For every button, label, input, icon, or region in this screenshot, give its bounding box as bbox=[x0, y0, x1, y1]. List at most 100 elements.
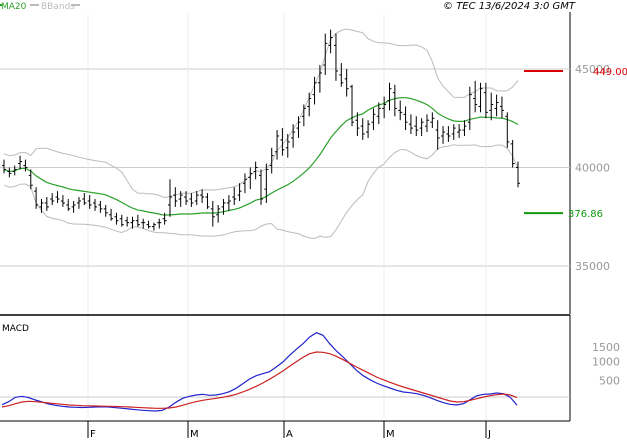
resistance-label: 449.00 bbox=[593, 67, 627, 78]
ohlc-bar bbox=[157, 218, 162, 229]
ohlc-bar bbox=[2, 159, 6, 174]
ohlc-bar bbox=[55, 191, 60, 203]
ohlc-bar bbox=[205, 193, 210, 209]
ohlc-bar bbox=[189, 193, 194, 207]
ohlc-bar bbox=[285, 134, 290, 158]
macd-title: MACD bbox=[2, 324, 29, 334]
ohlc-bar bbox=[457, 124, 462, 138]
ohlc-bar bbox=[366, 120, 371, 138]
ohlc-bar bbox=[312, 76, 317, 105]
ohlc-bar bbox=[307, 92, 312, 117]
ohlc-bar bbox=[76, 197, 81, 209]
ohlc-bar bbox=[323, 33, 328, 75]
ohlc-bar bbox=[60, 195, 65, 207]
ohlc-bar bbox=[130, 216, 135, 229]
ma20-legend-label: MA20 bbox=[1, 2, 27, 12]
ohlc-bar bbox=[269, 147, 274, 174]
ohlc-bar bbox=[446, 126, 451, 142]
ohlc-bar bbox=[184, 191, 189, 205]
month-label: F bbox=[90, 429, 96, 440]
ohlc-bar bbox=[103, 204, 108, 217]
ohlc-bar bbox=[483, 82, 488, 119]
ohlc-bar bbox=[167, 179, 172, 217]
copyright-text: © TEC 13/6/2024 3:0 GMT bbox=[443, 1, 576, 12]
price-axis-labels: 35000 40000 45000 bbox=[575, 63, 610, 273]
ohlc-bar bbox=[82, 193, 87, 205]
ohlc-bar bbox=[462, 120, 467, 136]
ohlc-bar bbox=[510, 139, 515, 168]
ohlc-bar bbox=[451, 124, 456, 140]
ohlc-bar bbox=[200, 189, 205, 203]
macd-signal-line bbox=[1, 351, 518, 409]
macd-axis-label: 500 bbox=[599, 374, 620, 387]
ohlc-bar bbox=[162, 212, 167, 225]
ohlc-bar bbox=[489, 92, 494, 121]
support-label: 376.86 bbox=[568, 209, 603, 220]
ohlc-bar bbox=[194, 191, 199, 205]
price-axis-label: 40000 bbox=[575, 162, 610, 175]
ohlc-bar bbox=[414, 116, 419, 136]
ohlc-bar bbox=[28, 169, 33, 190]
ohlc-bar bbox=[339, 63, 344, 87]
ohlc-bar bbox=[93, 199, 98, 211]
ohlc-bar bbox=[221, 199, 226, 215]
price-panel: 35000 40000 45000 449.00 376.86 bbox=[0, 12, 627, 421]
ohlc-bar bbox=[12, 165, 17, 176]
macd-axis-label: 1500 bbox=[592, 341, 620, 354]
ohlc-bar bbox=[499, 96, 504, 119]
ohlc-bar bbox=[478, 82, 483, 113]
ohlc-bar bbox=[178, 191, 183, 207]
ohlc-bar bbox=[516, 161, 520, 188]
price-axis-label: 35000 bbox=[575, 260, 610, 273]
ohlc-bar bbox=[398, 100, 403, 121]
ohlc-bar bbox=[328, 29, 333, 54]
ohlc-bar bbox=[387, 82, 392, 111]
ohlc-bar bbox=[216, 204, 221, 223]
ohlc-bar bbox=[441, 126, 446, 144]
ohlc-bar bbox=[317, 65, 322, 93]
ohlc-bar bbox=[23, 159, 28, 172]
ohlc-bar bbox=[333, 33, 338, 81]
bbands-lower-line bbox=[3, 144, 519, 240]
bbands-legend-label: BBands bbox=[41, 2, 75, 12]
month-label: J bbox=[487, 429, 491, 440]
ohlc-bar bbox=[473, 80, 478, 113]
ohlc-bar bbox=[210, 200, 215, 227]
ohlc-bar bbox=[125, 216, 130, 227]
ohlc-bar bbox=[275, 130, 280, 160]
ohlc-bar bbox=[264, 163, 269, 203]
macd-axis-labels: 1500 1000 500 bbox=[592, 341, 620, 387]
legend: MA20 BBands bbox=[0, 2, 80, 12]
macd-panel: MACD 1500 1000 500 bbox=[0, 315, 620, 421]
ohlc-bar bbox=[296, 116, 301, 138]
ohlc-bar bbox=[430, 112, 435, 129]
ohlc-bar bbox=[87, 195, 92, 209]
macd-axis-label: 1000 bbox=[592, 356, 620, 369]
ohlc-bar bbox=[7, 167, 12, 178]
ohlc-bar bbox=[109, 208, 114, 221]
ohlc-bar bbox=[98, 200, 103, 213]
ohlc-bar bbox=[259, 169, 263, 205]
ohlc-bar bbox=[467, 86, 472, 131]
ohlc-bar bbox=[355, 112, 360, 136]
ohlc-bar bbox=[66, 199, 71, 211]
ohlc-bar bbox=[71, 200, 76, 213]
ohlc-bar bbox=[350, 84, 355, 127]
macd-line bbox=[1, 332, 518, 412]
ohlc-bar bbox=[237, 183, 242, 201]
price-levels: 449.00 376.86 bbox=[524, 67, 627, 220]
ohlc-bar bbox=[34, 187, 39, 209]
ohlc-bar bbox=[419, 118, 424, 136]
ohlc-bar bbox=[146, 220, 151, 229]
ohlc-bar bbox=[424, 114, 429, 133]
ohlc-bars bbox=[2, 29, 520, 231]
ohlc-bar bbox=[135, 214, 140, 227]
ohlc-bar bbox=[435, 120, 440, 150]
ohlc-bar bbox=[403, 106, 408, 131]
ohlc-bar bbox=[119, 214, 124, 227]
ohlc-bar bbox=[44, 197, 49, 211]
ohlc-bar bbox=[371, 108, 376, 131]
